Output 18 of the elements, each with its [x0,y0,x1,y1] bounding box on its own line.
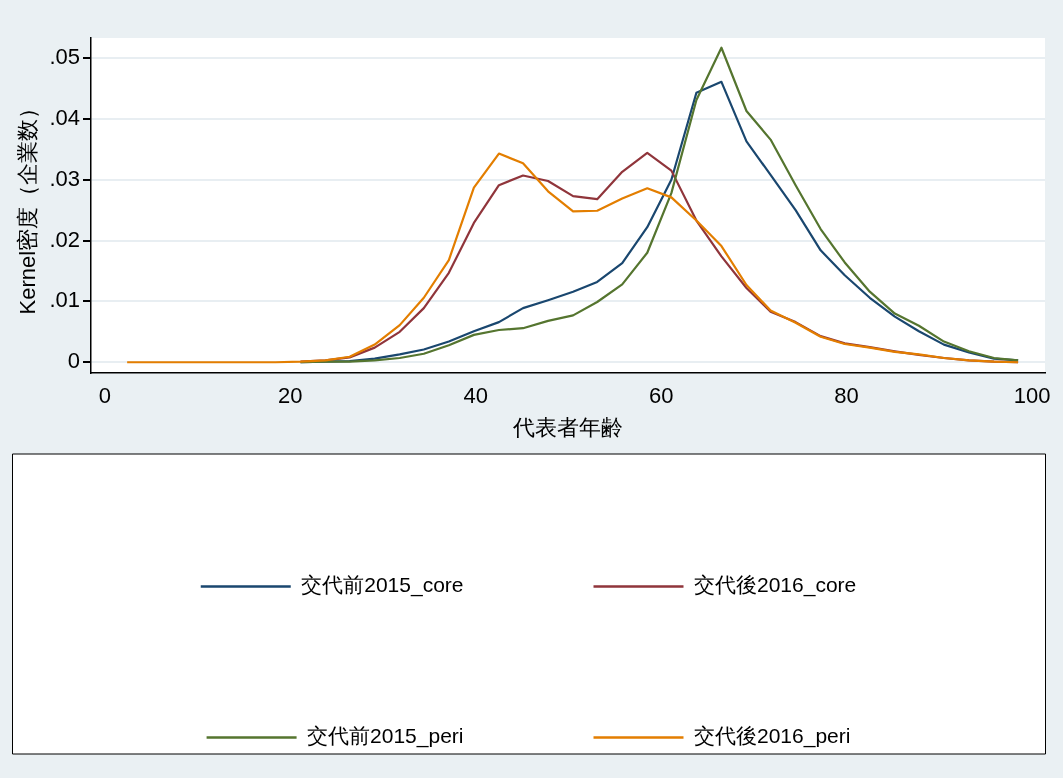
x-tick-label: 80 [834,383,859,409]
y-tick-label: .01 [49,287,80,313]
legend-label: 交代前2015_peri [307,724,464,749]
y-tick-label: 0 [67,348,80,374]
x-tick-label: 40 [463,383,488,409]
legend-label: 交代前2015_core [301,573,464,598]
y-tick-label: .03 [49,165,80,191]
y-tick-label: .04 [49,104,80,130]
x-tick-label: 60 [648,383,674,409]
x-tick-label: 100 [1013,383,1051,409]
y-tick-label: .02 [49,226,80,252]
x-tick-label: 0 [98,383,112,409]
legend-label: 交代後2016_core [694,573,857,598]
x-tick-label: 20 [278,383,303,409]
y-tick-label: .05 [49,44,80,70]
y-axis-title: Kernel密度（企業数） [15,96,41,315]
legend-label: 交代後2016_peri [694,724,851,749]
x-axis-title: 代表者年齢 [511,414,623,440]
